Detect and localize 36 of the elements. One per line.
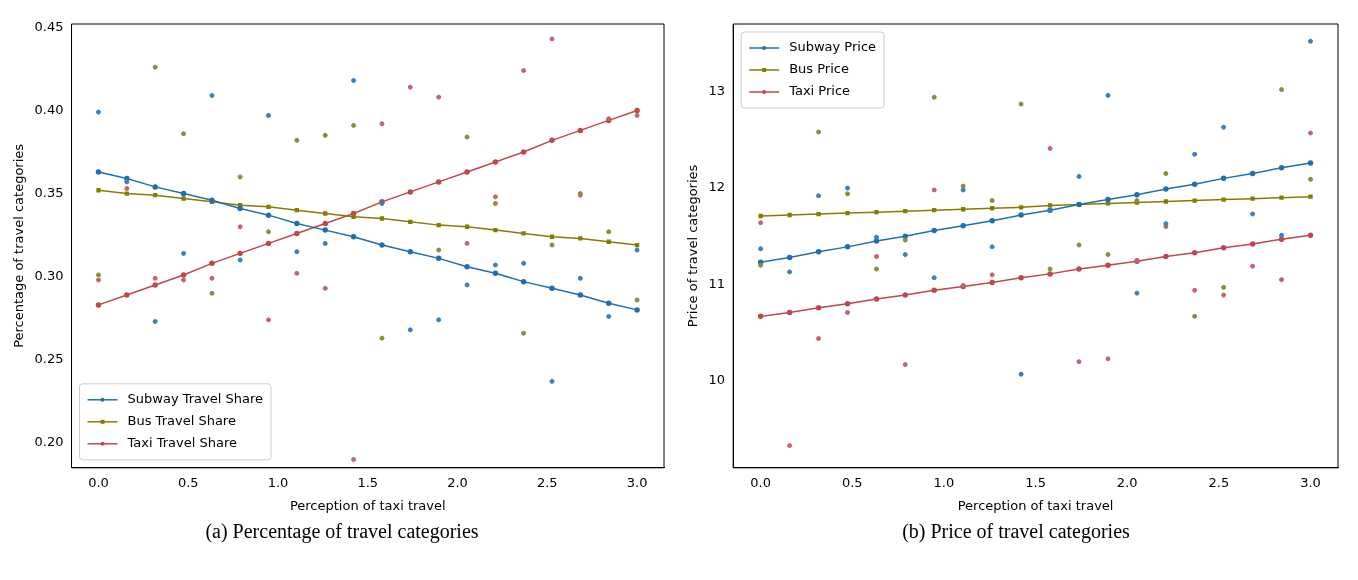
y-tick-label: 0.40	[34, 101, 64, 117]
y-tick-label: 0.30	[34, 268, 64, 284]
y-axis-title: Percentage of travel categories	[11, 143, 27, 348]
legend-label: Subway Travel Share	[127, 391, 264, 407]
text: (b) Price of travel categories	[902, 520, 1130, 543]
x-tick-label: 2.5	[1208, 474, 1230, 490]
x-tick-label: 0.0	[88, 474, 109, 490]
x-tick-label: 2.0	[447, 474, 468, 490]
x-tick-label: 0.5	[841, 474, 863, 490]
legend-label: Taxi Travel Share	[126, 435, 238, 451]
x-tick-label: 1.5	[1025, 474, 1046, 490]
x-tick-label: 1.5	[357, 474, 379, 490]
x-tick-label: 3.0	[1300, 474, 1321, 490]
legend-label: Bus Price	[789, 61, 849, 77]
x-axis-title: Perception of taxi travel	[289, 497, 446, 513]
y-tick-label: 0.20	[34, 434, 64, 450]
x-axis-title: Perception of taxi travel	[957, 497, 1114, 513]
x-tick-label: 3.0	[626, 474, 648, 490]
legend-label: Taxi Price	[788, 83, 851, 99]
y-tick-label: 11	[708, 275, 726, 291]
y-tick-label: 13	[708, 82, 726, 98]
x-tick-label: 2.5	[536, 474, 558, 490]
text: (a) Percentage of travel categories	[205, 520, 479, 543]
y-tick-label: 12	[708, 179, 726, 195]
y-axis-title: Price of travel categories	[685, 164, 701, 328]
y-tick-label: 0.35	[34, 184, 64, 200]
x-tick-label: 2.0	[1116, 474, 1138, 490]
x-tick-label: 0.0	[750, 474, 771, 490]
y-tick-label: 0.45	[34, 18, 64, 34]
x-tick-label: 1.0	[267, 474, 289, 490]
x-tick-label: 0.5	[177, 474, 199, 490]
y-tick-label: 10	[708, 372, 726, 388]
x-tick-label: 1.0	[933, 474, 955, 490]
legend-label: Bus Travel Share	[127, 413, 236, 429]
legend-label: Subway Price	[789, 39, 877, 55]
y-tick-label: 0.25	[34, 351, 64, 367]
